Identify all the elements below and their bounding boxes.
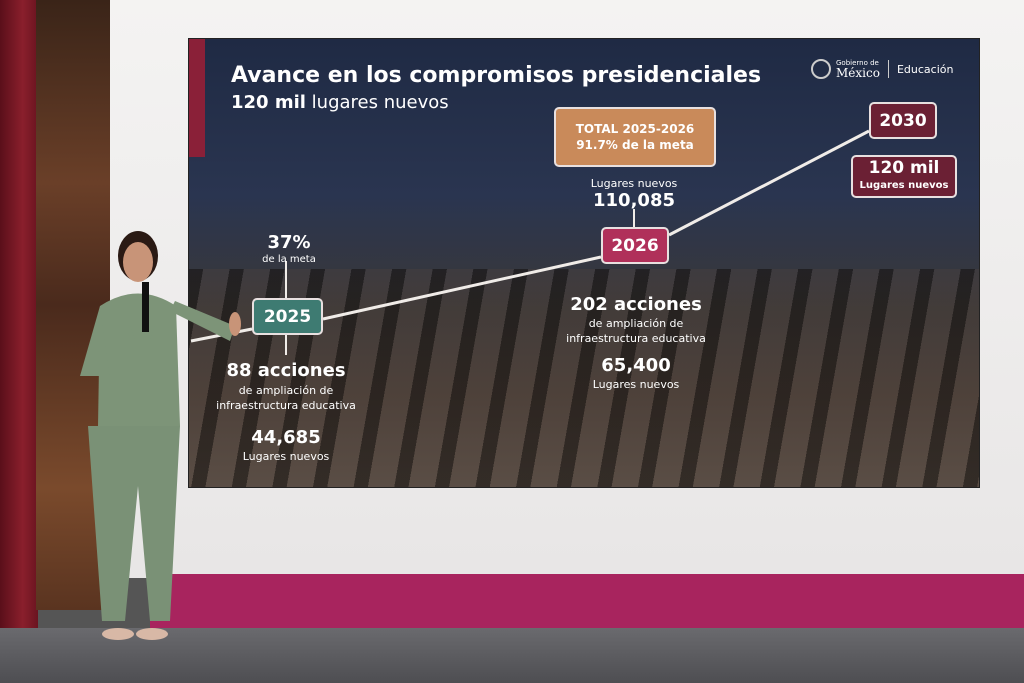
year-2026-box: 2026 — [601, 227, 669, 264]
year-2030-box: 2030 — [869, 102, 937, 139]
places-2026: 65,400 — [601, 355, 671, 376]
slide-title: Avance en los compromisos presidenciales — [231, 63, 762, 88]
gov-logo: Gobierno de México Educación — [811, 59, 953, 79]
desc2-2026: infraestructura educativa — [566, 332, 706, 345]
total-label: Lugares nuevos — [590, 177, 678, 190]
desc1-2025: de ampliación de — [238, 384, 334, 397]
year-2025-box: 2025 — [252, 298, 323, 335]
subtitle-bold: 120 mil — [231, 92, 306, 113]
year-2030: 2030 — [879, 110, 927, 131]
slide-accent-bar — [189, 39, 205, 157]
stage-band — [150, 574, 1024, 630]
places-2025-label: Lugares nuevos — [242, 450, 330, 463]
logo-gov-big: México — [836, 65, 880, 80]
desc2-2025: infraestructura educativa — [216, 399, 356, 412]
goal-label: Lugares nuevos — [859, 179, 949, 191]
total-line2: 91.7% de la meta — [576, 138, 694, 152]
goal-value: 120 mil — [868, 157, 940, 178]
stage-floor — [0, 628, 1024, 683]
logo-gov-small: Gobierno de — [836, 58, 879, 67]
pct-2025: 37% — [267, 232, 311, 253]
places-2026-label: Lugares nuevos — [592, 378, 680, 391]
year-2025: 2025 — [263, 306, 312, 327]
actions-2025: 88 acciones — [226, 360, 346, 381]
total-line1: TOTAL 2025-2026 — [575, 122, 695, 136]
actions-2026: 202 acciones — [570, 294, 702, 315]
places-2025: 44,685 — [251, 427, 321, 448]
desc1-2026: de ampliación de — [588, 317, 684, 330]
pct-2025-label: de la meta — [262, 254, 316, 265]
presentation-slide: Avance en los compromisos presidenciales… — [188, 38, 980, 488]
progress-line — [190, 129, 870, 355]
subtitle-rest: lugares nuevos — [305, 92, 449, 113]
seal-icon — [811, 59, 831, 79]
total-value: 110,085 — [593, 190, 675, 211]
total-box: TOTAL 2025-2026 91.7% de la meta — [554, 107, 716, 167]
logo-dept: Educación — [896, 62, 954, 76]
year-2026: 2026 — [611, 235, 659, 256]
slide-subtitle: 120 mil lugares nuevos — [231, 92, 449, 113]
presenter — [80, 231, 241, 640]
goal-box: 120 mil Lugares nuevos — [851, 155, 957, 198]
red-curtain — [0, 0, 38, 635]
